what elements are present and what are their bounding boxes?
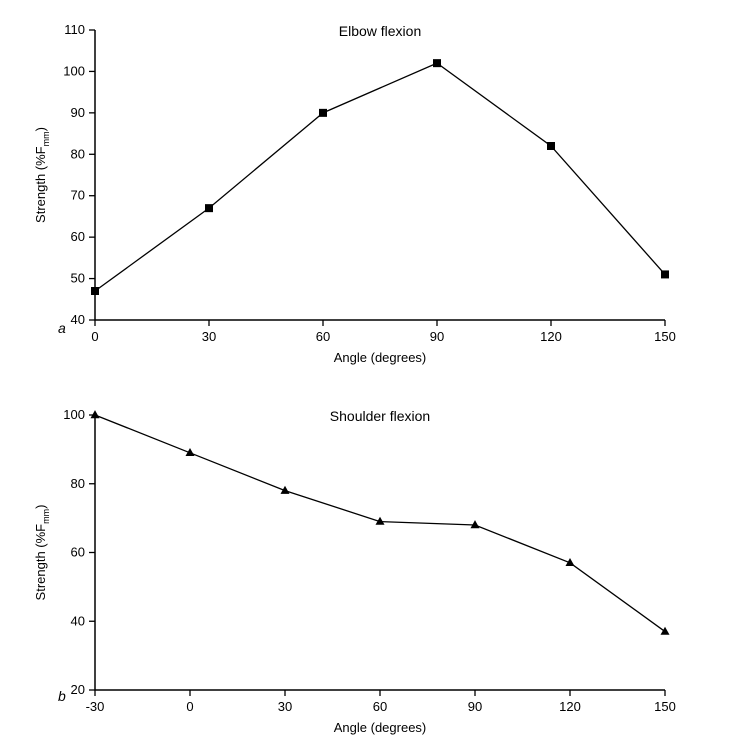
x-tick-label: 120 <box>559 699 581 714</box>
x-tick-label: -30 <box>86 699 105 714</box>
data-marker <box>91 410 100 418</box>
y-tick-label: 40 <box>71 613 85 628</box>
x-tick-label: 0 <box>186 699 193 714</box>
y-tick-label: 20 <box>71 682 85 697</box>
panel-label-b: b <box>58 688 66 704</box>
y-tick-label: 80 <box>71 476 85 491</box>
x-tick-label: 30 <box>278 699 292 714</box>
x-axis-label: Angle (degrees) <box>334 720 427 735</box>
axes <box>95 415 665 690</box>
data-marker <box>471 520 480 528</box>
data-marker <box>661 627 670 635</box>
page: 0306090120150405060708090100110Elbow fle… <box>0 0 749 750</box>
x-tick-label: 90 <box>468 699 482 714</box>
chart-title: Shoulder flexion <box>330 408 430 424</box>
y-tick-label: 100 <box>63 407 85 422</box>
y-axis-label: Strength (%Fmm) <box>33 505 51 601</box>
x-tick-label: 150 <box>654 699 676 714</box>
y-tick-label: 60 <box>71 545 85 560</box>
shoulder-flexion-chart: -30 0 30 60 90 120 150 20 40 60 80 100 Shoulder flex… <box>0 0 749 750</box>
x-tick-label: 60 <box>373 699 387 714</box>
